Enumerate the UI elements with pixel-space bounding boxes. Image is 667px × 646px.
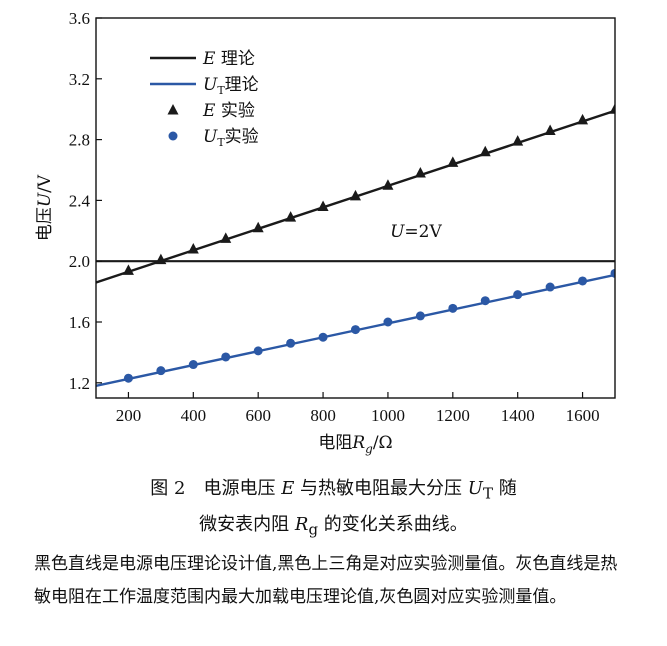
triangle-marker bbox=[220, 232, 232, 243]
x-tick-label: 400 bbox=[181, 406, 207, 425]
annotation-var: U bbox=[390, 222, 405, 242]
legend-label: E 实验 bbox=[202, 101, 255, 121]
x-axis-title: 电阻Rg/Ω bbox=[318, 433, 392, 456]
circle-marker bbox=[188, 360, 198, 370]
circle-marker bbox=[351, 325, 360, 335]
y-tick-label: 2.8 bbox=[69, 131, 90, 150]
y-tick-label: 2.4 bbox=[69, 191, 91, 210]
legend-triangle-swatch bbox=[167, 104, 179, 115]
caption-prefix: 图 2 电源电压 bbox=[150, 478, 282, 499]
x-tick-label: 1200 bbox=[436, 406, 470, 425]
figure-note: 黑色直线是电源电压理论设计值,黑色上三角是对应实验测量值。灰色直线是热敏电阻在工… bbox=[34, 554, 618, 607]
plot-frame bbox=[95, 17, 616, 399]
circle-marker bbox=[156, 366, 166, 376]
y-title-suffix: /V bbox=[35, 174, 55, 193]
caption-mid: 与热敏电阻最大分压 bbox=[294, 478, 468, 499]
triangle-marker bbox=[382, 179, 394, 190]
x-title-var: R bbox=[351, 433, 365, 453]
figure-caption-line-1: 图 2 电源电压 E 与热敏电阻最大分压 UT 随 bbox=[0, 474, 667, 503]
triangle-marker bbox=[187, 243, 199, 254]
legend-label-text: 实验 bbox=[225, 127, 259, 147]
circle-marker bbox=[383, 317, 393, 327]
circle-marker bbox=[415, 311, 425, 321]
legend-label-var: U bbox=[203, 75, 218, 95]
triangle-marker bbox=[122, 264, 134, 275]
y-tick-label: 3.2 bbox=[69, 70, 90, 89]
triangle-marker bbox=[447, 156, 459, 167]
x-tick-label: 1600 bbox=[566, 406, 600, 425]
chart: 200 400 600 800 1000 1200 1400 1600 1.2 1.6 2.0 2.4… bbox=[35, 9, 616, 456]
caption-r-sub: g bbox=[308, 520, 319, 539]
triangle-marker bbox=[252, 221, 264, 233]
y-tick-label: 1.6 bbox=[69, 313, 90, 332]
triangle-marker bbox=[577, 113, 589, 125]
y-axis-title: 电压U/V bbox=[35, 174, 55, 241]
legend-label-var: E bbox=[202, 101, 216, 121]
legend-label: UT理论 bbox=[203, 75, 259, 97]
triangle-marker bbox=[609, 103, 615, 114]
caption-suffix: 随 bbox=[492, 478, 517, 499]
circle-marker bbox=[610, 268, 615, 278]
x-title-suffix: /Ω bbox=[373, 433, 393, 453]
x-title-sub: g bbox=[365, 442, 373, 456]
y-title-var: U bbox=[35, 192, 55, 207]
annotation-u-2v: U=2V bbox=[390, 222, 442, 242]
circle-marker bbox=[123, 373, 133, 383]
triangle-marker bbox=[155, 253, 167, 265]
x-tick-label: 800 bbox=[310, 406, 336, 425]
figure-caption-line-2: 微安表内阻 Rg 的变化关系曲线。 bbox=[0, 510, 667, 539]
circle-marker bbox=[253, 346, 263, 356]
legend-label-sub: T bbox=[217, 84, 225, 97]
legend-label-var: U bbox=[203, 127, 218, 147]
triangle-marker bbox=[414, 167, 426, 178]
legend-label-var: E bbox=[202, 49, 216, 69]
x-title-prefix: 电阻 bbox=[318, 433, 352, 453]
legend-label-text: 理论 bbox=[215, 49, 254, 69]
series-layer bbox=[96, 103, 615, 388]
legend-label-text: 实验 bbox=[215, 101, 254, 121]
triangle-marker bbox=[512, 135, 524, 146]
caption-u-sub: T bbox=[482, 484, 493, 503]
circle-marker bbox=[513, 290, 523, 300]
caption2-prefix: 微安表内阻 bbox=[199, 514, 295, 535]
triangle-marker bbox=[350, 189, 361, 201]
circle-marker bbox=[545, 282, 555, 292]
circle-marker bbox=[221, 352, 231, 362]
y-tick-label: 1.2 bbox=[69, 374, 90, 393]
circle-marker bbox=[448, 303, 458, 313]
circle-marker bbox=[318, 332, 328, 342]
x-tick-label: 600 bbox=[245, 406, 271, 425]
triangle-marker bbox=[317, 200, 329, 211]
legend-circle-swatch bbox=[168, 131, 178, 141]
y-title-prefix: 电压 bbox=[35, 207, 55, 241]
caption-r-var: R bbox=[294, 514, 309, 535]
x-tick-label: 1000 bbox=[371, 406, 405, 425]
y-tick-label: 2.0 bbox=[69, 252, 90, 271]
triangle-marker bbox=[544, 124, 556, 135]
x-tick-label: 1400 bbox=[501, 406, 535, 425]
legend-label-text: 理论 bbox=[225, 75, 259, 95]
legend-label: E 理论 bbox=[202, 49, 255, 69]
annotation-value: =2V bbox=[404, 222, 442, 242]
x-tick-label: 200 bbox=[116, 406, 142, 425]
triangle-marker bbox=[285, 211, 297, 222]
legend-label-sub: T bbox=[217, 136, 225, 149]
circle-marker bbox=[286, 338, 296, 348]
legend-label: UT实验 bbox=[203, 127, 259, 149]
circle-marker bbox=[578, 276, 588, 286]
axes-layer: 200 400 600 800 1000 1200 1400 1600 1.2 1.6 2.0 2.4… bbox=[69, 9, 616, 425]
caption2-suffix: 的变化关系曲线。 bbox=[318, 514, 468, 535]
y-tick-label: 3.6 bbox=[69, 9, 90, 28]
triangle-marker bbox=[479, 145, 491, 157]
circle-marker bbox=[480, 296, 490, 306]
caption-u-var: U bbox=[467, 478, 483, 499]
caption-e-var: E bbox=[281, 478, 295, 499]
